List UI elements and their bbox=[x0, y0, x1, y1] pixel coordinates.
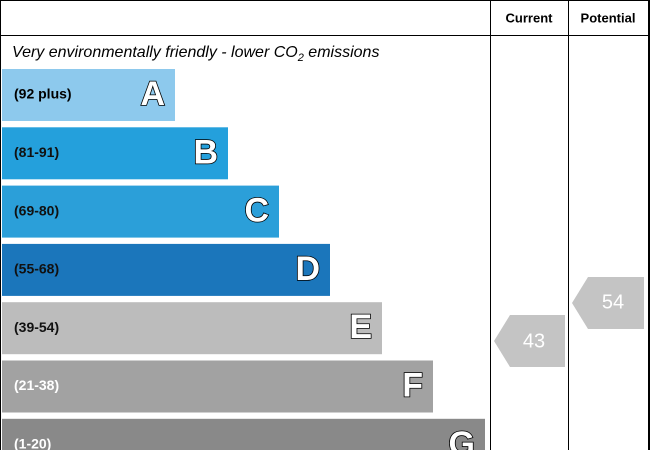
subtitle: Very environmentally friendly - lower CO… bbox=[12, 44, 379, 64]
band-letter: B bbox=[193, 133, 218, 171]
current-arrow bbox=[494, 315, 565, 367]
current-value: 43 bbox=[523, 330, 545, 352]
potential-value: 54 bbox=[602, 291, 624, 313]
band bbox=[2, 360, 433, 413]
band bbox=[2, 185, 279, 238]
potential-header: Potential bbox=[581, 10, 636, 25]
band bbox=[2, 127, 228, 180]
band-range: (21-38) bbox=[14, 377, 59, 393]
band bbox=[2, 418, 485, 450]
band-letter: A bbox=[140, 75, 165, 113]
potential-arrow bbox=[572, 277, 644, 329]
band-letter: G bbox=[449, 425, 475, 450]
band bbox=[2, 302, 382, 355]
band bbox=[2, 69, 175, 121]
band-range: (81-91) bbox=[14, 144, 59, 160]
band-letter: C bbox=[244, 192, 269, 230]
subtitle-text: Very environmentally friendly - lower CO bbox=[12, 44, 298, 61]
subtitle-subscript: 2 bbox=[297, 52, 304, 64]
band-range: (1-20) bbox=[14, 436, 51, 450]
band-letter: F bbox=[402, 366, 423, 404]
band-range: (55-68) bbox=[14, 261, 59, 277]
band-letter: D bbox=[295, 250, 320, 288]
bands: (92 plus) A (81-91) B (69-80) C (55-68) D (39-54… bbox=[2, 69, 485, 450]
band bbox=[2, 243, 330, 296]
current-header: Current bbox=[506, 10, 554, 25]
band-range: (69-80) bbox=[14, 202, 59, 218]
subtitle-end: emissions bbox=[304, 44, 380, 61]
band-letter: E bbox=[349, 308, 372, 346]
band-range: (39-54) bbox=[14, 319, 59, 335]
band-range: (92 plus) bbox=[14, 86, 72, 102]
